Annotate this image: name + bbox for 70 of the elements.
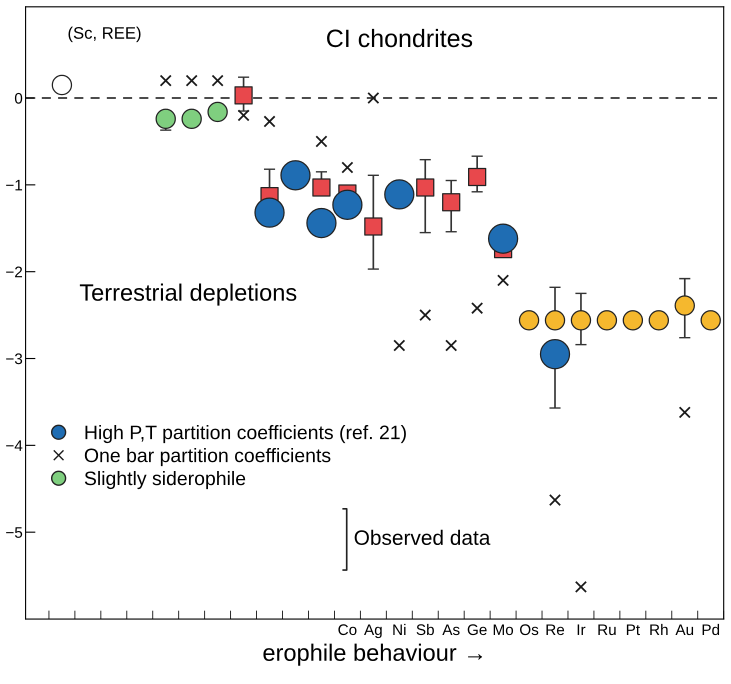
- annotation: Terrestrial depletions: [80, 284, 296, 306]
- point: [254, 197, 285, 228]
- y-tick-label: −4: [6, 440, 22, 451]
- annotation: CI chondrites: [327, 28, 472, 48]
- point: [234, 86, 253, 105]
- point: [497, 274, 510, 286]
- point: [416, 178, 434, 197]
- x-tick-label: Re: [546, 624, 564, 636]
- point: [540, 339, 570, 370]
- point: [207, 102, 228, 122]
- x-tick-label: Os: [520, 624, 538, 636]
- point: [367, 92, 380, 104]
- point: [488, 224, 518, 254]
- point: [160, 74, 172, 87]
- point: [442, 193, 460, 212]
- point: [181, 108, 202, 130]
- point: [393, 339, 406, 352]
- point: [315, 135, 328, 148]
- point: [468, 168, 486, 186]
- point: [678, 406, 691, 418]
- point: [364, 217, 382, 236]
- point: [312, 178, 331, 197]
- point: [263, 115, 276, 128]
- annotation: Observed data: [354, 530, 490, 546]
- x-tick-label: Ni: [393, 624, 406, 635]
- x-tick-label: As: [442, 624, 460, 636]
- y-tick-label: −5: [6, 527, 22, 538]
- x-tick-label: Ge: [468, 624, 487, 636]
- x-tick-label: Ir: [578, 624, 586, 635]
- point: [574, 580, 588, 593]
- y-tick-label: −1: [6, 180, 22, 190]
- y-tick-label: 0: [14, 92, 22, 104]
- x-tick-label: Rh: [650, 624, 668, 635]
- x-axis-title: erophile behaviour →: [263, 644, 482, 666]
- legend-label: High P,T partition coefficients (ref. 21): [86, 424, 406, 444]
- point: [648, 310, 670, 331]
- x-tick-label: Sb: [416, 624, 434, 636]
- point: [186, 74, 198, 87]
- x-tick-label: Pd: [702, 624, 720, 636]
- point: [700, 310, 721, 331]
- point: [518, 310, 540, 331]
- point: [280, 160, 311, 190]
- point: [548, 494, 562, 506]
- point: [306, 208, 337, 238]
- point: [445, 339, 458, 352]
- point: [674, 295, 695, 316]
- point: [212, 74, 224, 87]
- annotation: (Sc, REE): [68, 26, 141, 42]
- point: [570, 310, 592, 331]
- legend-label: Slightly siderophile: [84, 470, 246, 490]
- y-tick-label: −3: [6, 353, 22, 364]
- x-tick-label: Au: [675, 624, 694, 636]
- point: [622, 310, 644, 331]
- point: [156, 108, 176, 130]
- x-tick-label: Pt: [626, 624, 640, 636]
- point: [332, 190, 363, 220]
- x-tick-label: Ru: [598, 624, 616, 636]
- point: [544, 310, 566, 331]
- x-tick-label: Mo: [494, 624, 514, 636]
- y-tick-label: −2: [6, 266, 22, 278]
- point: [384, 179, 414, 210]
- point: [341, 161, 354, 174]
- point: [471, 302, 484, 314]
- legend-label: One bar partition coefficients: [84, 448, 330, 466]
- point: [596, 310, 618, 331]
- point: [238, 109, 250, 122]
- x-tick-label: Ag: [364, 624, 382, 638]
- point: [419, 309, 432, 322]
- x-tick-label: Co: [338, 624, 357, 636]
- point: [52, 74, 72, 96]
